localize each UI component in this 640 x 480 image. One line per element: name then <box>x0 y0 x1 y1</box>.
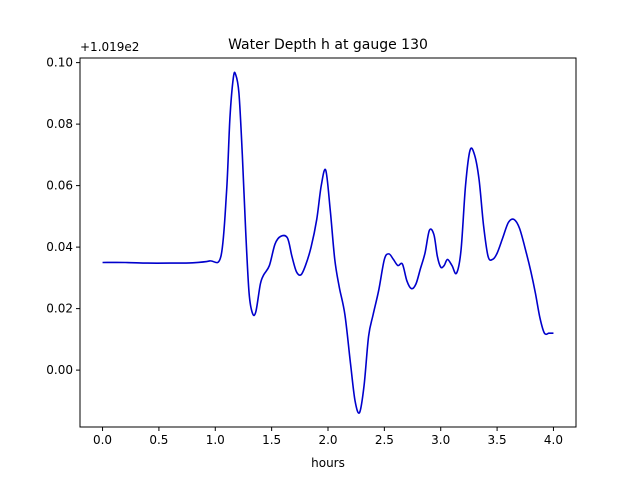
y-tick-label: 0.10 <box>46 56 73 70</box>
x-tick-label: 1.0 <box>206 433 225 447</box>
x-tick-label: 2.5 <box>375 433 394 447</box>
y-tick-label: 0.04 <box>46 240 73 254</box>
y-tick-label: 0.00 <box>46 363 73 377</box>
y-axis: 0.00 0.02 0.04 0.06 0.08 0.10 <box>46 56 80 377</box>
series-layer <box>102 71 554 414</box>
y-tick-label: 0.08 <box>46 117 73 131</box>
x-tick-label: 1.5 <box>262 433 281 447</box>
series-line <box>102 71 554 414</box>
x-axis: 0.0 0.5 1.0 1.5 2.0 2.5 3.0 3.5 4.0 <box>93 427 563 447</box>
x-tick-label: 2.0 <box>318 433 337 447</box>
x-tick-label: 0.0 <box>93 433 112 447</box>
x-axis-label: hours <box>311 456 345 470</box>
plot-background <box>80 58 576 427</box>
chart-title: Water Depth h at gauge 130 <box>228 37 428 53</box>
y-tick-label: 0.06 <box>46 179 73 193</box>
y-axis-offset-label: +1.019e2 <box>80 40 139 54</box>
x-tick-label: 3.5 <box>488 433 507 447</box>
x-tick-label: 4.0 <box>544 433 563 447</box>
y-tick-label: 0.02 <box>46 302 73 316</box>
x-tick-label: 3.0 <box>431 433 450 447</box>
x-tick-label: 0.5 <box>149 433 168 447</box>
